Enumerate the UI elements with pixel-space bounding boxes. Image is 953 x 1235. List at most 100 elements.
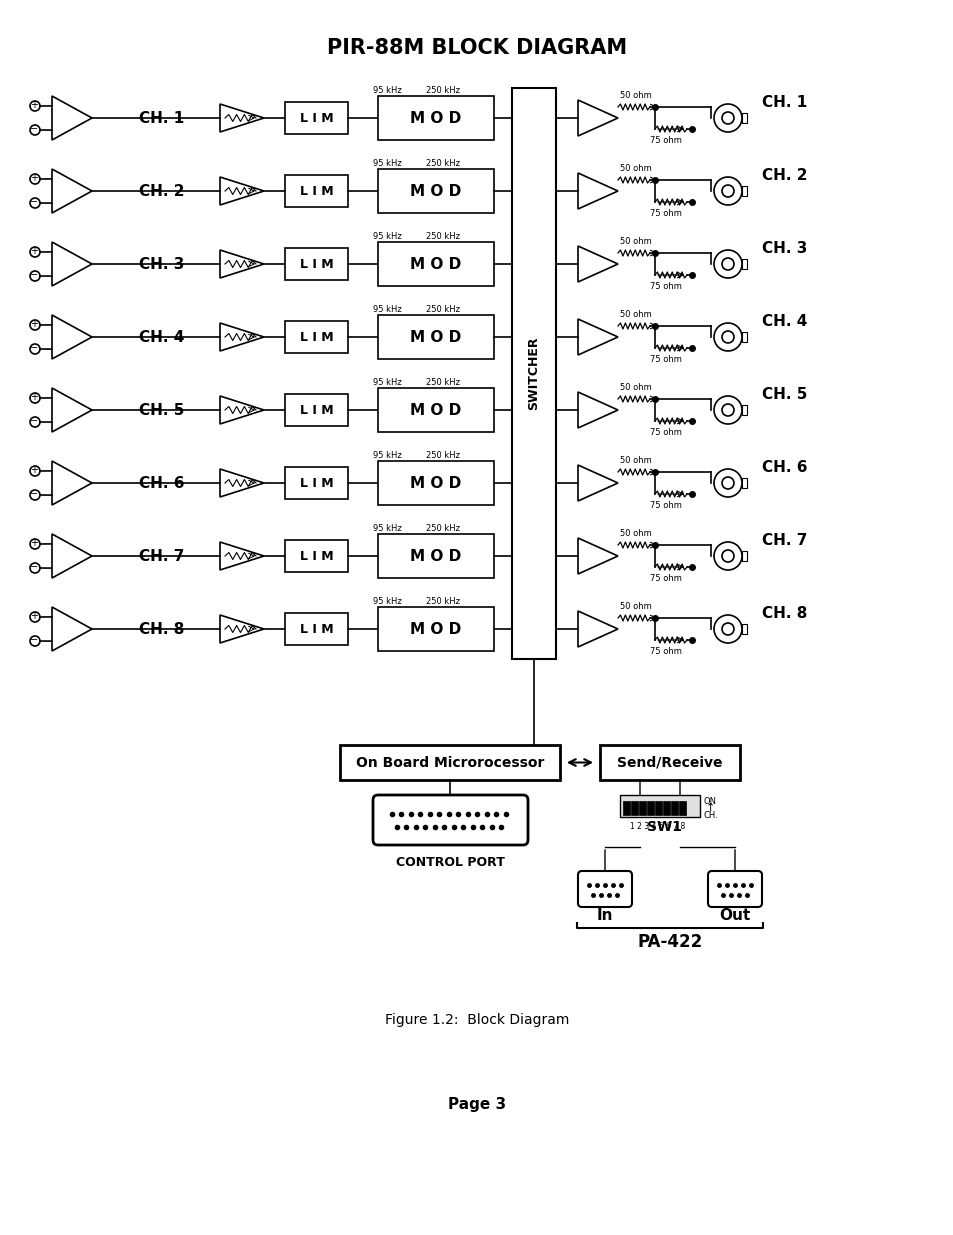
Bar (285, 394, 348, 426)
Text: 50 ohm: 50 ohm (619, 383, 651, 391)
Bar (285, 175, 348, 207)
Text: L I M: L I M (299, 111, 333, 125)
Text: CONTROL PORT: CONTROL PORT (395, 856, 504, 868)
Text: Out: Out (719, 908, 750, 923)
Bar (285, 467, 348, 499)
Text: Figure 1.2:  Block Diagram: Figure 1.2: Block Diagram (384, 1013, 569, 1028)
Bar (741, 624, 746, 634)
Bar (339, 745, 559, 781)
Text: SWITCHER: SWITCHER (527, 337, 540, 410)
Text: −: − (30, 198, 38, 207)
Text: −: − (30, 270, 38, 280)
Bar (285, 613, 348, 645)
Bar (599, 745, 740, 781)
Bar (741, 405, 746, 415)
Bar (630, 802, 638, 815)
Text: +: + (30, 173, 38, 183)
Text: PA-422: PA-422 (637, 932, 702, 951)
Text: On Board Microrocessor: On Board Microrocessor (355, 756, 543, 769)
Text: 250 kHz: 250 kHz (426, 451, 459, 459)
Bar (377, 169, 494, 212)
Bar (741, 259, 746, 269)
Bar (741, 112, 746, 124)
Text: M O D: M O D (410, 475, 461, 490)
Text: CH. 3: CH. 3 (139, 257, 185, 272)
Text: SW1: SW1 (647, 820, 681, 834)
Text: 50 ohm: 50 ohm (619, 456, 651, 466)
Text: −: − (30, 489, 38, 499)
Text: M O D: M O D (410, 403, 461, 417)
Text: CH. 1: CH. 1 (139, 110, 185, 126)
Text: ON: ON (703, 797, 717, 805)
Bar (679, 802, 685, 815)
Bar (741, 551, 746, 561)
Text: −: − (30, 343, 38, 353)
Text: L I M: L I M (299, 258, 333, 270)
Text: In: In (597, 908, 613, 923)
Bar (377, 606, 494, 651)
Text: 50 ohm: 50 ohm (619, 310, 651, 319)
Text: L I M: L I M (299, 184, 333, 198)
Bar (377, 534, 494, 578)
Text: 250 kHz: 250 kHz (426, 524, 459, 534)
Text: CH. 7: CH. 7 (761, 532, 806, 547)
Text: +: + (30, 319, 38, 329)
Text: 95 kHz: 95 kHz (373, 451, 401, 459)
Text: −: − (30, 562, 38, 572)
Text: 50 ohm: 50 ohm (619, 237, 651, 246)
Text: 250 kHz: 250 kHz (426, 597, 459, 606)
Text: 95 kHz: 95 kHz (373, 86, 401, 95)
Text: 75 ohm: 75 ohm (649, 574, 681, 583)
Text: 50 ohm: 50 ohm (619, 601, 651, 611)
Text: 1 2 3 4 5 6 7 8: 1 2 3 4 5 6 7 8 (630, 823, 685, 831)
Bar (619, 795, 700, 818)
Bar (741, 332, 746, 342)
Bar (377, 242, 494, 287)
Bar (622, 802, 629, 815)
Text: 95 kHz: 95 kHz (373, 305, 401, 314)
Text: 75 ohm: 75 ohm (649, 354, 681, 364)
Bar (670, 802, 678, 815)
Text: Page 3: Page 3 (448, 1098, 505, 1113)
Text: CH. 7: CH. 7 (139, 548, 185, 563)
Text: CH. 5: CH. 5 (761, 387, 806, 401)
Text: CH. 6: CH. 6 (139, 475, 185, 490)
Text: 75 ohm: 75 ohm (649, 136, 681, 144)
Text: M O D: M O D (410, 548, 461, 563)
Bar (655, 802, 661, 815)
Text: CH. 2: CH. 2 (139, 184, 185, 199)
Text: 75 ohm: 75 ohm (649, 429, 681, 437)
Text: 250 kHz: 250 kHz (426, 305, 459, 314)
Bar (285, 540, 348, 572)
Text: Send/Receive: Send/Receive (617, 756, 722, 769)
Text: 50 ohm: 50 ohm (619, 529, 651, 538)
Text: CH. 4: CH. 4 (139, 330, 185, 345)
Text: 250 kHz: 250 kHz (426, 159, 459, 168)
Text: ↑: ↑ (705, 803, 715, 813)
Text: 250 kHz: 250 kHz (426, 86, 459, 95)
Text: +: + (30, 100, 38, 110)
Text: 75 ohm: 75 ohm (649, 647, 681, 656)
Bar (285, 321, 348, 353)
Text: CH. 6: CH. 6 (761, 459, 806, 474)
Text: M O D: M O D (410, 184, 461, 199)
Text: PIR-88M BLOCK DIAGRAM: PIR-88M BLOCK DIAGRAM (327, 38, 626, 58)
Text: L I M: L I M (299, 622, 333, 636)
Bar (285, 248, 348, 280)
Bar (662, 802, 669, 815)
Text: 250 kHz: 250 kHz (426, 378, 459, 387)
Text: 95 kHz: 95 kHz (373, 159, 401, 168)
Text: CH. 1: CH. 1 (761, 95, 806, 110)
Text: 50 ohm: 50 ohm (619, 164, 651, 173)
Text: M O D: M O D (410, 621, 461, 636)
Text: +: + (30, 391, 38, 403)
Text: CH.: CH. (703, 810, 718, 820)
Text: CH. 3: CH. 3 (761, 241, 806, 256)
Text: −: − (30, 124, 38, 135)
Text: M O D: M O D (410, 110, 461, 126)
Text: L I M: L I M (299, 404, 333, 416)
Text: L I M: L I M (299, 477, 333, 489)
Text: +: + (30, 611, 38, 621)
FancyBboxPatch shape (373, 795, 527, 845)
Bar (377, 461, 494, 505)
